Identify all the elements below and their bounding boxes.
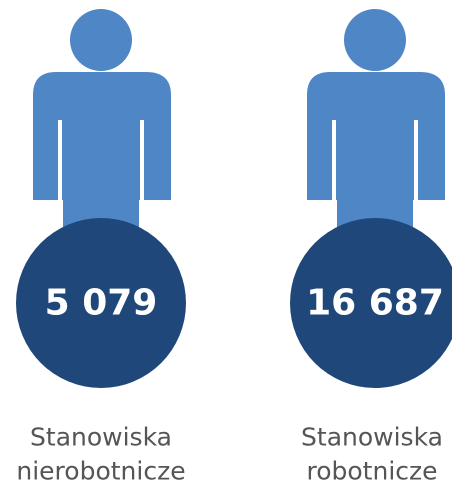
- head: [344, 9, 406, 71]
- arm-gap: [307, 200, 332, 210]
- number-circle: [290, 218, 452, 388]
- arm-gap: [418, 200, 445, 210]
- label: Stanowiska: [301, 423, 443, 452]
- number: 16 687: [306, 283, 444, 324]
- body: [33, 72, 171, 200]
- arm-gap: [33, 200, 58, 210]
- number-circle: [16, 218, 186, 388]
- arm-gap: [332, 120, 336, 205]
- person-figure: [33, 9, 171, 235]
- head: [70, 9, 132, 71]
- arm-gap: [140, 120, 144, 205]
- body: [307, 72, 445, 200]
- arm-gap: [414, 120, 418, 205]
- arm-gap: [144, 200, 171, 210]
- label: nierobotnicze: [16, 457, 185, 481]
- label: robotnicze: [306, 457, 437, 481]
- number: 5 079: [45, 283, 158, 324]
- arm-gap: [58, 120, 62, 205]
- person-figure: [307, 9, 445, 235]
- label: Stanowiska: [30, 423, 172, 452]
